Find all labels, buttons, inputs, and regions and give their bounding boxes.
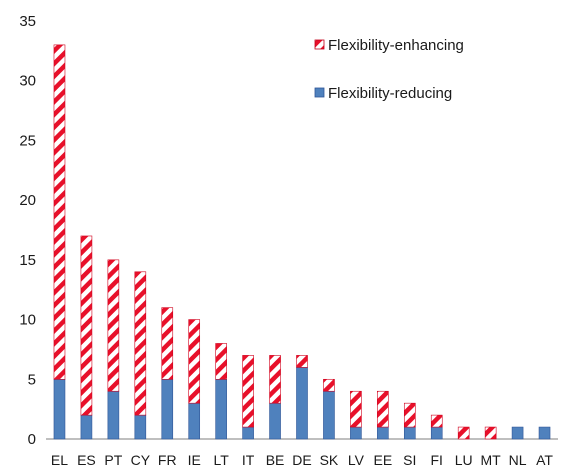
x-tick-label: FR [158,452,177,468]
y-tick-label: 15 [19,252,36,269]
bar-flexibility-reducing [323,390,335,440]
bar-flexibility-enhancing [269,355,281,404]
bar-flexibility-reducing [53,378,66,440]
bar-flexibility-reducing [188,402,201,440]
x-tick-label: MT [481,452,502,468]
bar-flexibility-enhancing [457,426,470,440]
bar-flexibility-reducing [269,402,281,440]
y-tick-label: 20 [19,192,36,209]
bar-flexibility-enhancing [242,355,254,428]
bar-flexibility-reducing [215,378,227,440]
y-tick-label: 25 [19,132,36,149]
x-tick-label: IT [242,452,255,468]
bar-flexibility-enhancing [188,319,201,404]
bar-flexibility-enhancing [484,426,497,440]
bar-flexibility-enhancing [323,378,335,392]
legend: Flexibility-enhancing Flexibility-reduci… [314,37,464,102]
x-tick-label: EE [373,452,392,468]
x-tick-label: DE [292,452,311,468]
bar-flexibility-reducing [296,367,308,440]
y-tick-label: 10 [19,312,36,329]
x-tick-label: LU [455,452,473,468]
bar-flexibility-enhancing [350,390,362,428]
bars [53,44,551,440]
bar-flexibility-reducing [107,390,120,440]
x-tick-label: SK [320,452,339,468]
x-tick-label: AT [536,452,553,468]
bar-flexibility-enhancing [80,235,93,416]
bar-flexibility-reducing [350,426,362,440]
y-tick-label: 5 [28,371,36,388]
bar-flexibility-enhancing [107,259,120,392]
bar-flexibility-reducing [403,426,416,440]
bar-flexibility-reducing [80,414,93,440]
bar-flexibility-reducing [242,426,254,440]
bar-flexibility-enhancing [134,271,147,416]
x-tick-label: LT [214,452,230,468]
x-tick-label: IE [188,452,201,468]
legend-swatch-flexibility-reducing [314,87,325,98]
bar-flexibility-enhancing [296,355,308,368]
legend-label-flexibility-enhancing: Flexibility-enhancing [328,37,464,54]
x-tick-label: PT [104,452,122,468]
x-tick-label: EL [51,452,68,468]
x-axis-labels: EL ES PT CY FR IE LT IT BE DE SK LV EE SI FI LU MT NL AT [51,452,553,468]
bar-flexibility-enhancing [215,343,227,380]
bar-flexibility-reducing [161,378,174,440]
bar-flexibility-enhancing [161,307,174,380]
x-tick-label: CY [131,452,151,468]
y-axis: 0 5 10 15 20 25 30 35 [19,13,36,448]
x-tick-label: FI [431,452,443,468]
bar-flexibility-enhancing [403,402,416,428]
x-tick-label: ES [77,452,96,468]
bar-flexibility-reducing [377,426,389,440]
bar-flexibility-reducing [511,426,524,440]
y-tick-label: 35 [19,13,36,30]
x-tick-label: NL [509,452,527,468]
x-tick-label: SI [403,452,416,468]
bar-flexibility-reducing [430,426,443,440]
bar-flexibility-enhancing [53,44,66,380]
y-tick-label: 0 [28,431,36,448]
bar-flexibility-enhancing [430,414,443,428]
y-tick-label: 30 [19,73,36,90]
bar-flexibility-reducing [538,426,551,440]
legend-swatch-flexibility-enhancing [314,39,325,50]
x-tick-label: LV [348,452,365,468]
x-tick-label: BE [266,452,285,468]
bar-flexibility-reducing [134,414,147,440]
bar-flexibility-enhancing [377,390,389,428]
legend-label-flexibility-reducing: Flexibility-reducing [328,85,452,102]
